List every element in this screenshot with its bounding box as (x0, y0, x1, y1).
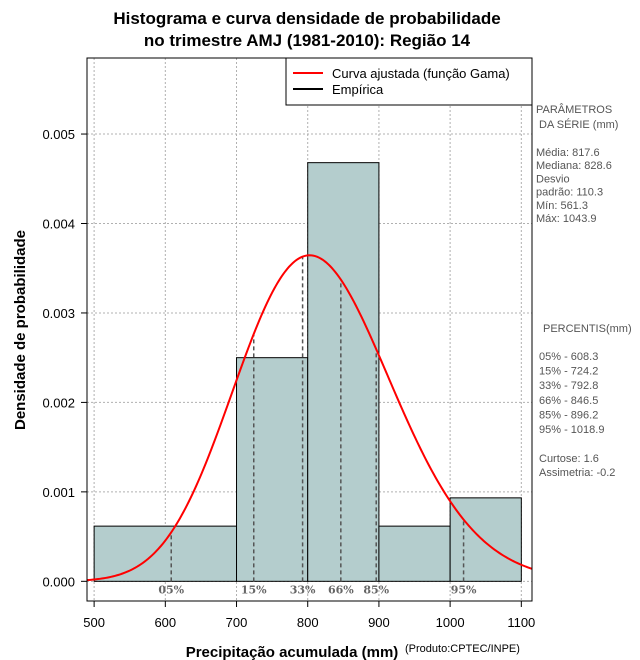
stats-line: Mediana: 828.6 (536, 160, 612, 172)
percentis-line: 66% - 846.5 (539, 395, 598, 407)
stats-line: Desvio (536, 173, 570, 185)
x-axis-label: Precipitação acumulada (mm) (186, 644, 399, 660)
x-tick-label: 900 (368, 615, 390, 630)
y-tick-label: 0.001 (42, 485, 75, 500)
percentile-label: 66% (328, 583, 354, 596)
x-tick-label: 500 (83, 615, 105, 630)
gamma-curve (86, 254, 533, 582)
percentis-line: 15% - 724.2 (539, 366, 598, 378)
x-tick-label: 600 (154, 615, 176, 630)
y-tick-label: 0.004 (42, 216, 75, 231)
percentile-labels: 05% 15% 33% 66% 85% 95% (158, 583, 477, 596)
histogram-bar (236, 357, 309, 582)
x-axis: 500 600 700 800 900 1000 1100 (83, 601, 535, 630)
percentile-label: 85% (363, 583, 389, 596)
histogram-bar (93, 525, 238, 582)
chart-title-line-2: no trimestre AMJ (1981-2010): Região 14 (144, 31, 471, 50)
credit-text: (Produto:CPTEC/INPE) (405, 643, 520, 655)
chart-title-line-1: Histograma e curva densidade de probabil… (113, 9, 500, 28)
x-tick-label: 700 (226, 615, 248, 630)
stats-line: Média: 817.6 (536, 147, 600, 159)
gamma-curve-layer (86, 254, 533, 582)
percentis-line: 85% - 896.2 (539, 409, 598, 421)
shape-line: Curtose: 1.6 (539, 453, 599, 465)
histogram-bar (378, 525, 451, 582)
percentile-label: 33% (290, 583, 316, 596)
stats-title: DA SÉRIE (mm) (539, 118, 618, 131)
stats-title: PARÂMETROS (536, 103, 612, 116)
stats-line: padrão: 110.3 (536, 187, 603, 199)
percentile-label: 15% (241, 583, 267, 596)
y-tick-label: 0.002 (42, 395, 75, 410)
x-tick-label: 1000 (436, 615, 465, 630)
percentile-label: 05% (158, 583, 184, 596)
histogram-bar (307, 162, 380, 582)
stats-line: Mín: 561.3 (536, 200, 588, 212)
y-tick-label: 0.005 (42, 127, 75, 142)
y-tick-label: 0.003 (42, 306, 75, 321)
histogram-bar (449, 497, 522, 582)
shape-line: Assimetria: -0.2 (539, 467, 615, 479)
legend-entry-empirical: Empírica (332, 82, 384, 97)
percentile-label: 95% (451, 583, 477, 596)
y-axis: 0.000 0.001 0.002 0.003 0.004 0.005 (42, 127, 87, 589)
legend-box (285, 57, 533, 106)
histogram-bars (93, 162, 522, 582)
percentis-line: 05% - 608.3 (539, 351, 598, 363)
percentile-lines (170, 256, 465, 582)
y-tick-label: 0.000 (42, 574, 75, 589)
y-axis-label: Densidade de probabilidade (12, 230, 29, 430)
legend-entry-curve: Curva ajustada (função Gama) (332, 66, 510, 81)
percentis-title: PERCENTIS(mm) (543, 323, 632, 335)
legend: Curva ajustada (função Gama) Empírica (285, 57, 533, 106)
stats-line: Máx: 1043.9 (536, 213, 597, 225)
x-tick-label: 800 (297, 615, 319, 630)
percentis-line: 33% - 792.8 (539, 380, 598, 392)
x-tick-label: 1100 (507, 615, 535, 630)
side-panel: PARÂMETROS DA SÉRIE (mm) Média: 817.6Media… (536, 103, 632, 479)
percentis-line: 95% - 1018.9 (539, 424, 604, 436)
